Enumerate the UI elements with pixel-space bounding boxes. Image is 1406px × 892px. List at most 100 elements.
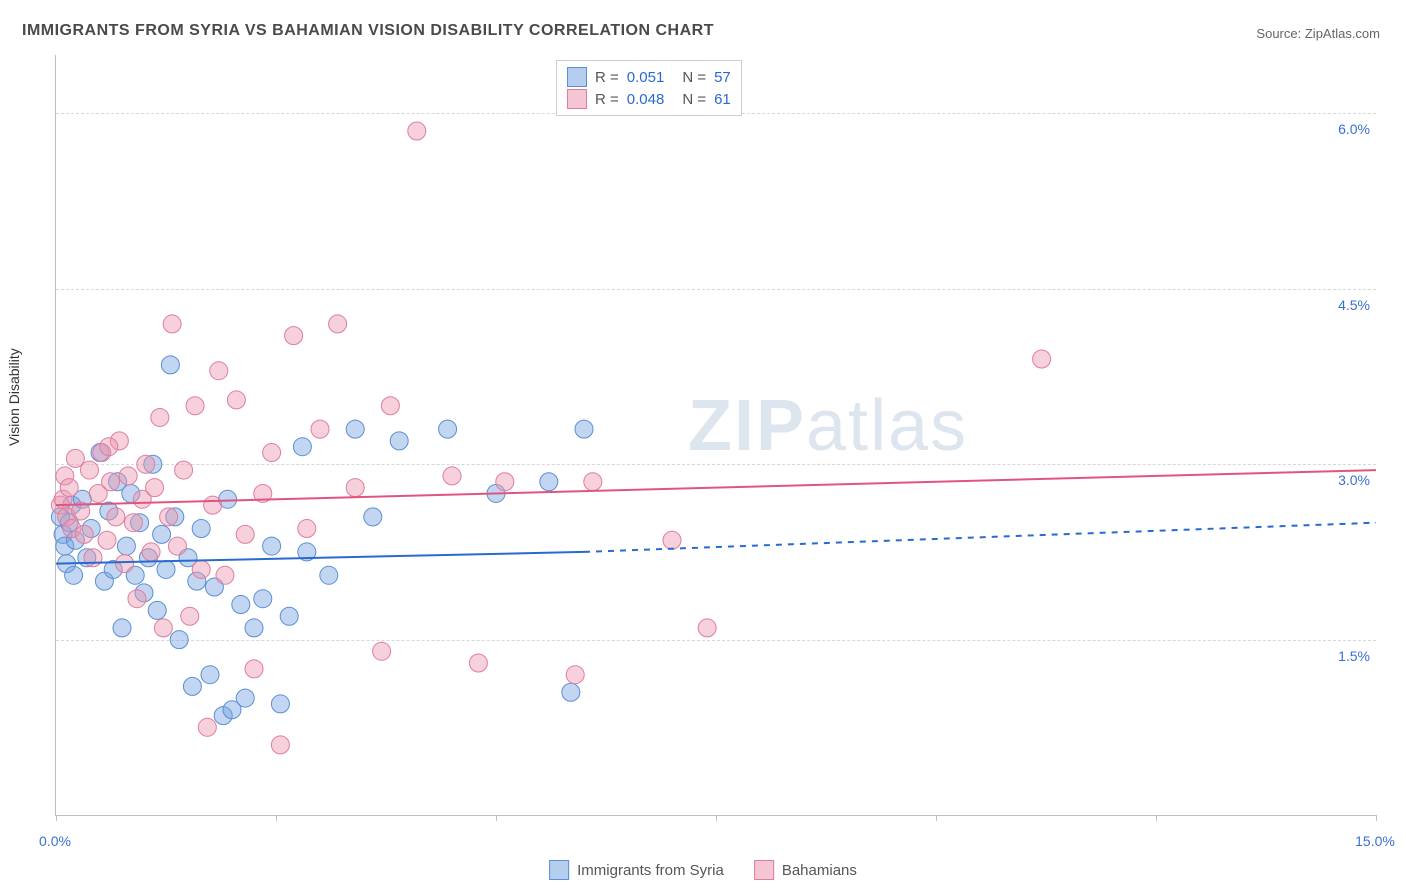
scatter-point-syria	[280, 607, 298, 625]
x-tick-mark	[1156, 815, 1157, 821]
scatter-point-syria	[183, 677, 201, 695]
scatter-point-bahamians	[271, 736, 289, 754]
scatter-point-syria	[236, 689, 254, 707]
scatter-point-syria	[148, 601, 166, 619]
scatter-svg	[56, 55, 1376, 815]
scatter-point-syria	[320, 566, 338, 584]
scatter-point-bahamians	[175, 461, 193, 479]
scatter-point-syria	[439, 420, 457, 438]
n-value: 61	[714, 91, 731, 108]
scatter-point-bahamians	[329, 315, 347, 333]
scatter-point-syria	[161, 356, 179, 374]
x-tick-mark	[1376, 815, 1377, 821]
n-value: 57	[714, 69, 731, 86]
x-tick-mark	[276, 815, 277, 821]
stats-legend: R = 0.051 N = 57 R = 0.048 N = 61	[556, 60, 742, 116]
x-tick-mark	[496, 815, 497, 821]
legend-label: Immigrants from Syria	[577, 862, 724, 879]
plot-area: 1.5%3.0%4.5%6.0% ZIPatlas R =0.051N =57R…	[55, 55, 1376, 816]
x-tick-mark	[716, 815, 717, 821]
scatter-point-bahamians	[116, 555, 134, 573]
scatter-point-syria	[157, 560, 175, 578]
scatter-point-bahamians	[381, 397, 399, 415]
scatter-point-bahamians	[245, 660, 263, 678]
stats-row-syria: R = 0.051 N = 57	[567, 67, 731, 87]
r-value: 0.051	[627, 69, 665, 86]
n-prefix: N =	[682, 91, 706, 108]
swatch-bahamians-icon	[567, 89, 587, 109]
scatter-point-bahamians	[107, 508, 125, 526]
scatter-point-bahamians	[98, 531, 116, 549]
source-attribution: Source: ZipAtlas.com	[1256, 26, 1380, 41]
scatter-point-bahamians	[698, 619, 716, 637]
scatter-point-bahamians	[102, 473, 120, 491]
scatter-point-bahamians	[204, 496, 222, 514]
scatter-point-syria	[562, 683, 580, 701]
scatter-point-bahamians	[408, 122, 426, 140]
scatter-point-bahamians	[236, 525, 254, 543]
scatter-point-syria	[170, 631, 188, 649]
scatter-point-bahamians	[119, 467, 137, 485]
x-tick-label: 0.0%	[39, 833, 71, 849]
legend-swatch-bahamians-icon	[754, 860, 774, 880]
legend-label: Bahamians	[782, 862, 857, 879]
scatter-point-bahamians	[298, 520, 316, 538]
scatter-point-syria	[192, 520, 210, 538]
scatter-point-bahamians	[469, 654, 487, 672]
scatter-point-bahamians	[263, 444, 281, 462]
scatter-point-syria	[232, 596, 250, 614]
scatter-point-syria	[346, 420, 364, 438]
scatter-point-syria	[117, 537, 135, 555]
legend-swatch-syria-icon	[549, 860, 569, 880]
trend-line-bahamians	[56, 470, 1376, 505]
scatter-point-syria	[201, 666, 219, 684]
scatter-point-bahamians	[584, 473, 602, 491]
scatter-point-syria	[263, 537, 281, 555]
scatter-point-bahamians	[496, 473, 514, 491]
scatter-point-bahamians	[137, 455, 155, 473]
scatter-point-syria	[65, 566, 83, 584]
scatter-point-bahamians	[146, 479, 164, 497]
scatter-point-syria	[153, 525, 171, 543]
scatter-point-bahamians	[311, 420, 329, 438]
scatter-point-syria	[113, 619, 131, 637]
n-prefix: N =	[682, 69, 706, 86]
swatch-syria-icon	[567, 67, 587, 87]
trend-line-syria	[56, 552, 584, 564]
scatter-point-bahamians	[663, 531, 681, 549]
scatter-point-bahamians	[566, 666, 584, 684]
stats-row-bahamians: R = 0.048 N = 61	[567, 89, 731, 109]
y-axis-label: Vision Disability	[6, 348, 22, 446]
scatter-point-bahamians	[151, 408, 169, 426]
scatter-point-bahamians	[84, 549, 102, 567]
trend-line-ext-syria	[584, 523, 1376, 552]
scatter-point-syria	[540, 473, 558, 491]
scatter-point-syria	[364, 508, 382, 526]
scatter-point-bahamians	[142, 543, 160, 561]
scatter-point-syria	[575, 420, 593, 438]
scatter-point-bahamians	[160, 508, 178, 526]
scatter-point-bahamians	[168, 537, 186, 555]
scatter-point-syria	[293, 438, 311, 456]
scatter-point-bahamians	[80, 461, 98, 479]
scatter-point-bahamians	[373, 642, 391, 660]
scatter-point-syria	[390, 432, 408, 450]
source-label: Source:	[1256, 26, 1301, 41]
scatter-point-bahamians	[163, 315, 181, 333]
scatter-point-bahamians	[186, 397, 204, 415]
r-prefix: R =	[595, 91, 619, 108]
scatter-point-syria	[245, 619, 263, 637]
legend-item-syria: Immigrants from Syria	[549, 860, 724, 880]
scatter-point-bahamians	[216, 566, 234, 584]
scatter-point-bahamians	[154, 619, 172, 637]
r-prefix: R =	[595, 69, 619, 86]
scatter-point-bahamians	[75, 525, 93, 543]
scatter-point-bahamians	[128, 590, 146, 608]
scatter-point-bahamians	[181, 607, 199, 625]
bottom-legend: Immigrants from Syria Bahamians	[549, 860, 857, 880]
scatter-point-bahamians	[285, 327, 303, 345]
scatter-point-bahamians	[124, 514, 142, 532]
legend-item-bahamians: Bahamians	[754, 860, 857, 880]
source-name: ZipAtlas.com	[1305, 26, 1380, 41]
r-value: 0.048	[627, 91, 665, 108]
